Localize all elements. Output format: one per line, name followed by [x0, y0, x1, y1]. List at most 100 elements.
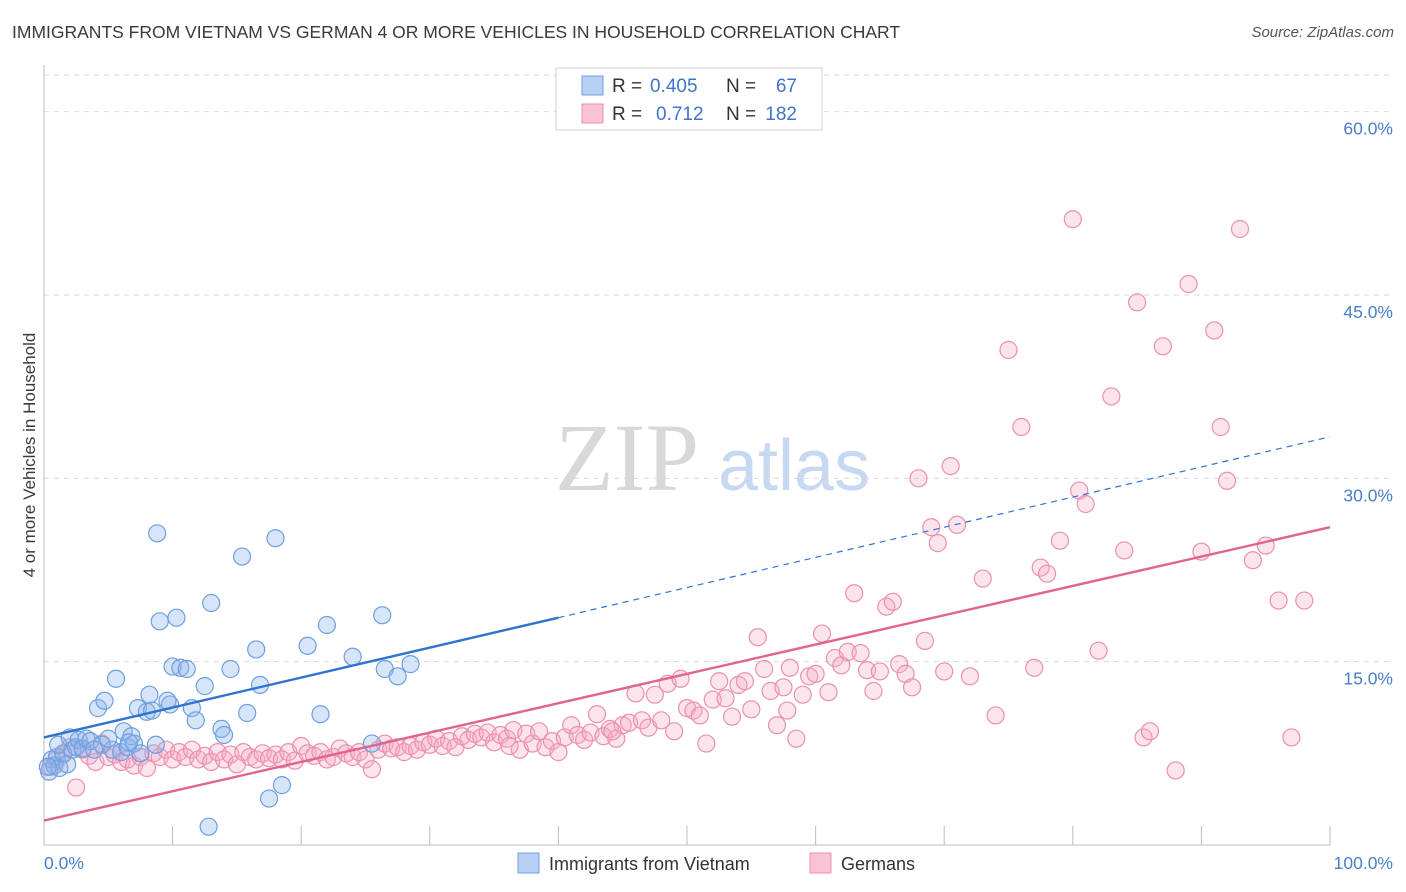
- germans-point-164: [1205, 321, 1224, 340]
- vietnam-point-61: [401, 655, 420, 674]
- vietnam-point-44: [214, 725, 234, 745]
- germans-point-173: [500, 736, 519, 756]
- germans-point-162: [1179, 274, 1198, 294]
- germans-point-160: [1153, 337, 1172, 356]
- legend-r-value-1: 0.405: [650, 76, 698, 97]
- x-tick-label-max: 100.0%: [1334, 853, 1393, 873]
- germans-point-170: [1269, 591, 1288, 610]
- bottom-legend-swatch-vietnam: [517, 852, 540, 874]
- germans-point-129: [870, 662, 890, 681]
- vietnam-point-27: [140, 685, 159, 704]
- germans-point-117: [793, 685, 812, 704]
- legend-n-value-1: 67: [776, 76, 797, 97]
- germans-point-147: [1025, 658, 1044, 677]
- vietnam-point-51: [266, 529, 285, 548]
- vietnam-point-64: [49, 735, 68, 754]
- vietnam-point-50: [259, 789, 279, 808]
- vietnam-point-30: [148, 524, 167, 543]
- germans-point-83: [575, 730, 594, 749]
- vietnam-point-63: [99, 729, 118, 748]
- germans-point-111: [755, 659, 774, 679]
- germans-point-119: [806, 664, 825, 683]
- watermark-zip: ZIP: [555, 404, 699, 511]
- germans-point-109: [742, 700, 761, 719]
- x-axis-ticks: [43, 826, 1331, 845]
- y-tick-label-3: 60.0%: [1343, 119, 1393, 139]
- germans-point-76: [530, 722, 549, 741]
- germans-point-121: [819, 683, 838, 702]
- vietnam-point-41: [199, 817, 218, 836]
- germans-point-172: [1295, 591, 1314, 610]
- germans-point-175: [778, 701, 797, 720]
- gridlines: [44, 74, 1393, 663]
- germans-point-154: [1089, 641, 1108, 660]
- germans-point-127: [857, 661, 877, 680]
- germans-point-49: [356, 750, 375, 769]
- germans-point-103: [703, 690, 722, 709]
- vietnam-point-13: [81, 732, 100, 751]
- germans-point-135: [909, 469, 928, 488]
- vietnam-point-58: [373, 606, 392, 625]
- germans-point-138: [928, 534, 947, 553]
- bottom-legend-label-germans: Germans: [841, 854, 915, 874]
- legend-swatch-blue: [581, 75, 604, 96]
- germans-point-142: [960, 667, 980, 686]
- germans-point-139: [935, 662, 954, 681]
- germans-point-101: [690, 706, 709, 725]
- germans-point-146: [1012, 417, 1031, 437]
- vietnam-point-37: [177, 659, 196, 679]
- germans-point-128: [864, 681, 883, 701]
- germans-point-157: [1127, 293, 1147, 312]
- vietnam-trendline: [43, 616, 559, 739]
- germans-point-136: [915, 631, 935, 650]
- germans-point-161: [1166, 761, 1185, 780]
- germans-point-50: [362, 760, 382, 779]
- vietnam-point-42: [202, 593, 221, 613]
- vietnam-point-48: [247, 640, 266, 659]
- legend-r-label-2: R =: [612, 104, 642, 125]
- vietnam-point-31: [150, 612, 169, 631]
- germans-point-132: [890, 655, 909, 674]
- germans-point-124: [838, 642, 857, 661]
- germans-point-105: [716, 689, 735, 708]
- germans-point-167: [1230, 219, 1250, 239]
- vietnam-point-29: [146, 735, 165, 754]
- germans-point-36: [272, 750, 292, 769]
- legend: R = 0.405 N = 67 R = 0.712 N = 182: [555, 67, 823, 131]
- vietnam-point-18: [106, 669, 126, 688]
- germans-point-149: [1037, 564, 1057, 583]
- germans-point-134: [902, 678, 922, 697]
- germans-point-95: [652, 711, 671, 730]
- germans-point-143: [973, 569, 992, 588]
- legend-r-value-2: 0.712: [656, 104, 704, 125]
- germans-point-125: [845, 584, 864, 603]
- germans-point-131: [883, 592, 902, 611]
- trendlines: [43, 436, 1331, 822]
- source-label: Source: ZipAtlas.com: [1251, 24, 1394, 41]
- y-tick-label-1: 30.0%: [1343, 485, 1393, 505]
- legend-n-label-1: N =: [726, 76, 756, 97]
- germans-point-116: [787, 729, 806, 748]
- vietnam-point-56: [343, 647, 362, 666]
- germans-point-4: [67, 778, 86, 797]
- vietnam-point-62: [85, 740, 104, 759]
- germans-point-140: [941, 457, 960, 476]
- germans-point-126: [851, 644, 870, 663]
- vietnam-point-60: [388, 667, 407, 686]
- vietnam-point-36: [171, 658, 190, 677]
- germans-point-155: [1102, 387, 1121, 406]
- germans-point-174: [603, 722, 622, 741]
- vietnam-point-53: [298, 636, 317, 655]
- germans-point-168: [1243, 551, 1262, 570]
- vietnam-points: [38, 524, 420, 836]
- x-tick-label-min: 0.0%: [44, 853, 84, 873]
- legend-n-label-2: N =: [726, 104, 756, 125]
- germans-point-120: [812, 624, 832, 643]
- chart-title: IMMIGRANTS FROM VIETNAM VS GERMAN 4 OR M…: [12, 22, 901, 42]
- germans-point-114: [774, 678, 793, 697]
- germans-point-104: [710, 672, 729, 691]
- germans-point-113: [767, 716, 787, 735]
- germans-point-166: [1218, 471, 1237, 490]
- germans-point-106: [722, 707, 742, 726]
